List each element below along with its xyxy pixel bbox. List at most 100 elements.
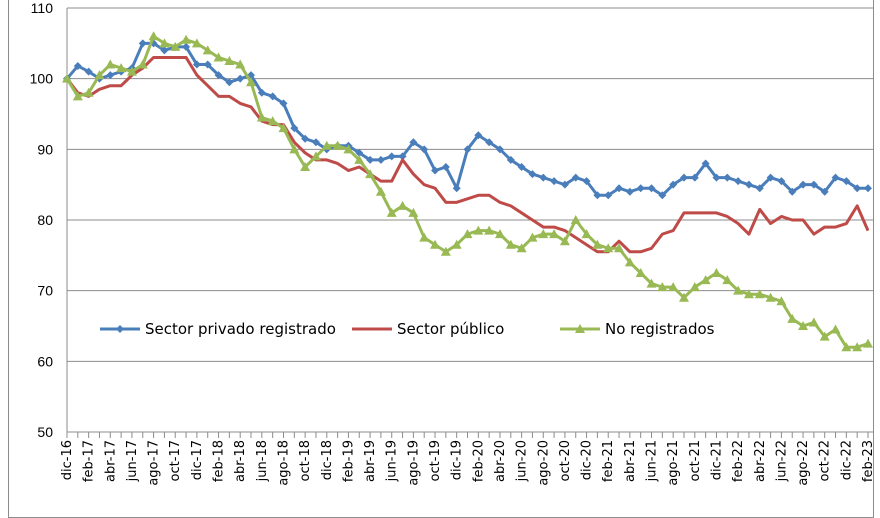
- data-point: [148, 31, 159, 41]
- data-point: [777, 177, 786, 186]
- y-tick-label: 70: [37, 283, 53, 299]
- data-point: [646, 278, 657, 288]
- legend-marker: [575, 324, 585, 333]
- data-point: [809, 180, 818, 189]
- data-point: [550, 177, 559, 186]
- y-tick-label: 50: [37, 424, 53, 440]
- data-point: [636, 184, 645, 193]
- data-point: [787, 313, 798, 323]
- data-point: [354, 154, 365, 164]
- data-point: [592, 239, 603, 249]
- data-point: [798, 321, 809, 330]
- data-point: [419, 232, 430, 242]
- x-tick-label: jun-18: [255, 440, 270, 482]
- data-point: [431, 166, 440, 175]
- data-point: [463, 145, 472, 154]
- x-tick-label: ago-21: [666, 440, 681, 486]
- x-tick-label: dic-21: [709, 440, 724, 480]
- data-point: [852, 342, 863, 352]
- data-point: [365, 169, 376, 179]
- data-point: [170, 41, 181, 51]
- data-point: [669, 180, 678, 189]
- x-tick-label: abr-22: [753, 440, 768, 482]
- y-tick-label: 110: [31, 0, 54, 16]
- data-point: [409, 138, 418, 147]
- data-point: [581, 229, 592, 239]
- data-point: [116, 63, 127, 73]
- x-tick-label: feb-22: [731, 440, 746, 482]
- x-tick-label: feb-21: [601, 440, 616, 482]
- x-tick-label: dic-22: [839, 440, 854, 480]
- data-point: [776, 296, 787, 306]
- series-group: [62, 31, 873, 352]
- data-point: [225, 78, 234, 87]
- x-tick-label: oct-17: [168, 440, 183, 481]
- data-point: [213, 52, 224, 62]
- x-tick-label: ago-18: [276, 440, 291, 486]
- data-point: [690, 173, 699, 182]
- data-point: [321, 140, 332, 150]
- data-point: [711, 268, 722, 277]
- series-line: [65, 34, 869, 349]
- y-tick-label: 60: [37, 353, 53, 369]
- series-2: [62, 31, 873, 352]
- x-tick-label: jun-20: [515, 440, 530, 482]
- x-tick-label: jun-21: [645, 440, 660, 482]
- x-tick-label: ago-19: [406, 440, 421, 486]
- data-point: [864, 184, 872, 193]
- x-tick-label: ago-22: [796, 440, 811, 486]
- data-point: [744, 180, 753, 189]
- data-point: [94, 70, 105, 80]
- data-point: [257, 88, 266, 97]
- data-point: [191, 38, 202, 48]
- data-point: [700, 275, 711, 285]
- data-point: [202, 45, 213, 55]
- data-point: [689, 282, 700, 292]
- data-point: [441, 163, 450, 171]
- data-point: [160, 46, 169, 55]
- data-point: [366, 155, 375, 164]
- data-point: [289, 144, 300, 154]
- series-1: [65, 55, 870, 254]
- x-tick-label: dic-17: [190, 440, 205, 480]
- data-point: [754, 289, 765, 299]
- data-point: [62, 73, 72, 83]
- data-point: [733, 285, 744, 295]
- data-point: [332, 140, 343, 150]
- legend-label: Sector público: [397, 320, 504, 338]
- data-point: [788, 187, 797, 196]
- data-point: [387, 152, 396, 161]
- x-tick-label: jun-22: [774, 440, 789, 482]
- data-point: [236, 74, 245, 83]
- legend-marker: [116, 325, 124, 333]
- data-point: [559, 236, 570, 246]
- data-point: [311, 138, 320, 147]
- x-tick-label: dic-16: [60, 440, 75, 480]
- data-point: [549, 229, 560, 239]
- data-point: [830, 324, 841, 334]
- x-tick-label: abr-18: [233, 440, 248, 482]
- y-tick-label: 90: [37, 141, 53, 157]
- data-point: [494, 229, 505, 239]
- series-line: [65, 41, 868, 197]
- data-point: [765, 292, 776, 302]
- x-tick-label: dic-19: [450, 440, 465, 480]
- legend-label: Sector privado registrado: [145, 320, 336, 338]
- data-point: [841, 342, 852, 352]
- data-point: [397, 200, 408, 210]
- data-point: [268, 92, 277, 101]
- data-point: [224, 56, 235, 65]
- data-point: [842, 177, 851, 186]
- x-tick-label: jun-17: [125, 440, 140, 482]
- data-point: [755, 184, 764, 193]
- data-point: [181, 34, 192, 44]
- data-point: [214, 71, 223, 80]
- y-tick-label: 80: [37, 212, 53, 228]
- x-tick-label: feb-23: [861, 440, 876, 482]
- data-point: [820, 187, 829, 196]
- data-point: [376, 155, 385, 164]
- data-point: [235, 59, 246, 69]
- data-point: [560, 180, 569, 189]
- data-point: [614, 243, 625, 253]
